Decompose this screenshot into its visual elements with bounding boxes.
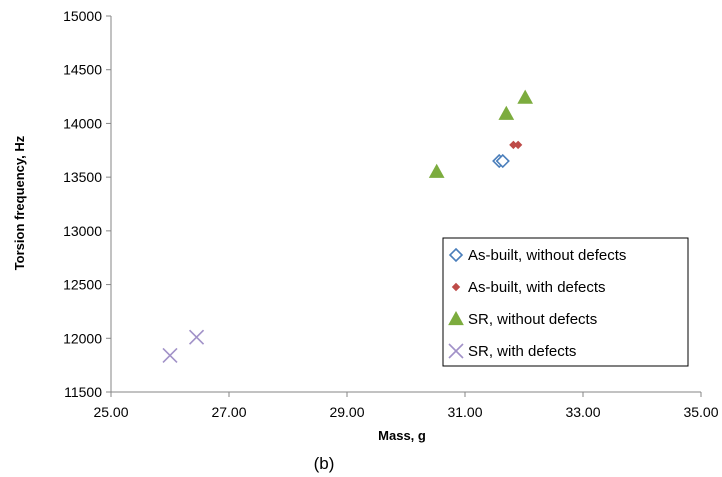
x-tick-label: 33.00 — [565, 404, 600, 420]
data-point-series-2 — [428, 163, 445, 178]
x-tick-label: 31.00 — [447, 404, 482, 420]
y-tick-label: 15000 — [63, 8, 102, 24]
data-point-series-3 — [162, 347, 178, 364]
x-tick-label: 29.00 — [329, 404, 364, 420]
x-axis-ticks: 25.00 27.00 29.00 31.00 33.00 35.00 — [93, 392, 719, 420]
x-tick-label: 27.00 — [211, 404, 246, 420]
figure-caption: (b) — [314, 454, 335, 473]
data-point-series-2 — [498, 105, 515, 120]
y-axis-title: Torsion frequency, Hz — [12, 135, 27, 270]
y-tick-label: 12500 — [63, 277, 102, 293]
y-tick-label: 12000 — [63, 330, 102, 346]
data-point-series-3 — [188, 329, 205, 345]
legend-label-2: SR, without defects — [468, 311, 597, 328]
legend-marker-0 — [448, 247, 464, 263]
axes — [110, 16, 701, 393]
y-axis-ticks: 11500 12000 12500 13000 13500 14000 14500 15000 — [63, 8, 111, 400]
data-point-series-1 — [513, 140, 523, 150]
legend-marker-3 — [448, 343, 464, 359]
x-tick-label: 35.00 — [683, 404, 718, 420]
y-tick-label: 14500 — [63, 62, 102, 78]
legend-marker-2 — [448, 310, 464, 326]
data-point-series-2 — [517, 89, 534, 104]
y-tick-label: 13500 — [63, 169, 102, 185]
y-tick-label: 14000 — [63, 115, 102, 131]
legend-label-3: SR, with defects — [468, 343, 576, 360]
legend-label-1: As-built, with defects — [468, 279, 606, 296]
y-tick-label: 11500 — [64, 384, 102, 400]
data-points — [162, 89, 534, 364]
y-tick-label: 13000 — [63, 223, 102, 239]
data-point-series-0 — [495, 153, 510, 169]
x-tick-label: 25.00 — [93, 404, 128, 420]
legend-box — [442, 237, 689, 367]
legend-marker-1 — [451, 282, 461, 292]
legend-items: As-built, without defects As-built, with … — [448, 247, 626, 360]
x-axis-title: Mass, g — [378, 428, 426, 443]
legend: As-built, without defects As-built, with … — [442, 237, 689, 367]
legend-label-0: As-built, without defects — [468, 247, 626, 264]
